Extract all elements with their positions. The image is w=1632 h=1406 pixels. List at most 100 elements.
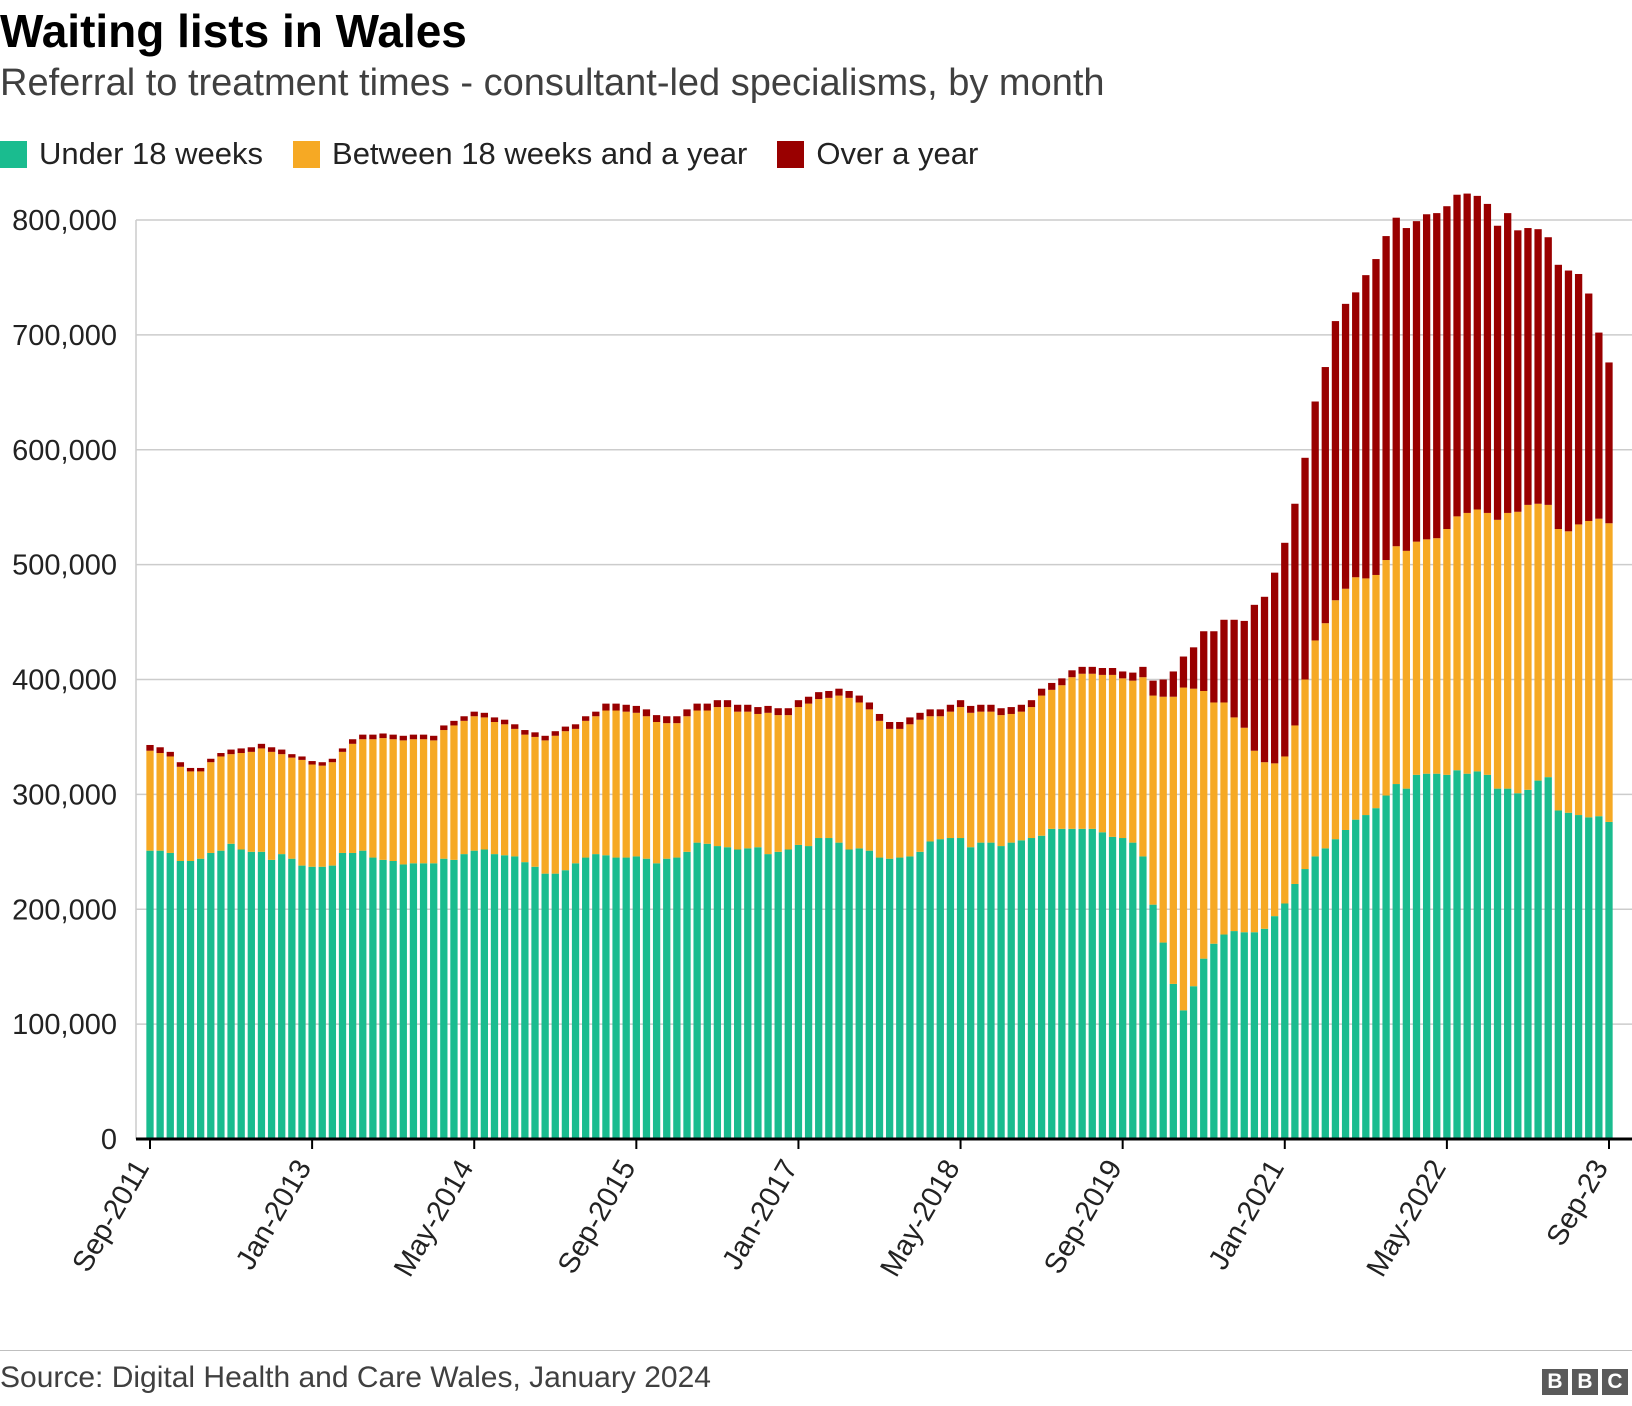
- bar-segment: [267, 859, 276, 1139]
- bar-segment: [227, 754, 235, 844]
- bar-segment: [146, 850, 154, 1139]
- bar-segment: [156, 753, 164, 851]
- bar-segment: [764, 712, 772, 855]
- bar-segment: [1392, 784, 1400, 1139]
- bar-segment: [1473, 195, 1481, 510]
- bar-segment: [531, 866, 539, 1139]
- bar-segment: [1078, 666, 1086, 674]
- bar-segment: [1433, 773, 1441, 1139]
- bar-segment: [490, 717, 499, 723]
- bar-segment: [359, 850, 367, 1139]
- bar-segment: [470, 716, 478, 851]
- bar-segment: [1453, 194, 1461, 517]
- bar-segment: [1463, 512, 1471, 774]
- bar-segment: [956, 707, 965, 839]
- bar-segment: [1108, 836, 1117, 1139]
- bar-segment: [1007, 707, 1015, 714]
- bar-segment: [1453, 770, 1461, 1139]
- bar-segment: [1240, 727, 1248, 933]
- bar-segment: [1605, 523, 1613, 822]
- bar-segment: [1534, 503, 1542, 781]
- x-tick-label: May-2022: [1361, 1155, 1453, 1283]
- bar-segment: [977, 704, 985, 712]
- bar-segment: [419, 739, 428, 864]
- bar-segment: [186, 861, 195, 1139]
- bar-segment: [1210, 702, 1218, 944]
- bar-segment: [1169, 983, 1177, 1139]
- bar-segment: [460, 854, 468, 1139]
- bar-segment: [1119, 671, 1127, 679]
- bar-segment: [237, 849, 245, 1139]
- bar-segment: [744, 711, 752, 849]
- bar-segment: [1605, 821, 1613, 1139]
- bar-segment: [1301, 869, 1309, 1139]
- bar-segment: [794, 700, 803, 708]
- bar-segment: [409, 739, 418, 864]
- legend-label-over-a-year: Over a year: [816, 136, 979, 171]
- bar-segment: [703, 710, 711, 844]
- bar-segment: [1595, 816, 1603, 1139]
- bar-segment: [1200, 631, 1208, 691]
- bar-segment: [592, 716, 600, 855]
- bar-segment: [1149, 695, 1157, 905]
- y-tick-label: 100,000: [12, 1009, 117, 1041]
- bar-segment: [561, 731, 570, 871]
- bar-segment: [1058, 828, 1066, 1139]
- bar-segment: [1149, 680, 1157, 696]
- bar-segment: [308, 761, 316, 765]
- bar-segment: [997, 708, 1005, 716]
- bar-segment: [582, 720, 590, 858]
- bar-segment: [855, 702, 863, 849]
- bar-segment: [511, 728, 519, 857]
- footer-divider: [0, 1350, 1632, 1351]
- bar-segment: [1250, 750, 1259, 933]
- bar-segment: [652, 863, 661, 1139]
- bar-segment: [359, 734, 367, 740]
- bar-segment: [967, 705, 975, 713]
- bar-segment: [1382, 795, 1390, 1139]
- x-tick-label: Sep-2011: [67, 1155, 157, 1278]
- bar-segment: [774, 708, 782, 716]
- bar-segment: [804, 696, 813, 704]
- bar-segment: [1220, 934, 1228, 1139]
- bar-segment: [288, 858, 296, 1139]
- bar-segment: [916, 712, 924, 720]
- bar-segment: [1159, 679, 1167, 697]
- bar-segment: [875, 713, 884, 721]
- bar-segment: [1007, 713, 1015, 843]
- bar-segment: [1189, 986, 1198, 1139]
- bar-segment: [156, 747, 164, 754]
- bar-segment: [784, 715, 792, 850]
- legend-swatch-over-a-year: [777, 140, 805, 168]
- bar-segment: [713, 707, 722, 847]
- bar-segment: [592, 854, 600, 1139]
- bar-segment: [896, 728, 904, 858]
- bar-segment: [247, 751, 255, 852]
- bar-segment: [673, 723, 681, 858]
- bar-segment: [1412, 774, 1421, 1139]
- x-tick-label: Sep-2015: [552, 1155, 643, 1280]
- bar-segment: [956, 700, 965, 708]
- bar-segment: [673, 716, 681, 724]
- bar-segment: [1017, 840, 1025, 1139]
- bar-segment: [825, 697, 833, 839]
- bar-segment: [734, 849, 742, 1139]
- bar-segment: [1291, 883, 1299, 1139]
- bar-segment: [1007, 842, 1015, 1139]
- bar-segment: [1453, 516, 1461, 771]
- bar-segment: [1574, 524, 1583, 816]
- bar-segment: [1220, 702, 1228, 935]
- bar-segment: [1139, 677, 1147, 857]
- bbc-logo-letter: C: [1602, 1369, 1628, 1395]
- bar-segment: [430, 740, 438, 864]
- bar-segment: [166, 756, 174, 853]
- bar-segment: [1352, 819, 1360, 1139]
- bar-segment: [1017, 704, 1025, 712]
- bar-segment: [1179, 687, 1188, 1011]
- bar-segment: [379, 733, 387, 739]
- bar-segment: [318, 762, 326, 766]
- bar-segment: [1027, 838, 1036, 1139]
- bar-segment: [166, 751, 174, 757]
- bar-segment: [1585, 520, 1593, 818]
- bar-segment: [865, 709, 874, 851]
